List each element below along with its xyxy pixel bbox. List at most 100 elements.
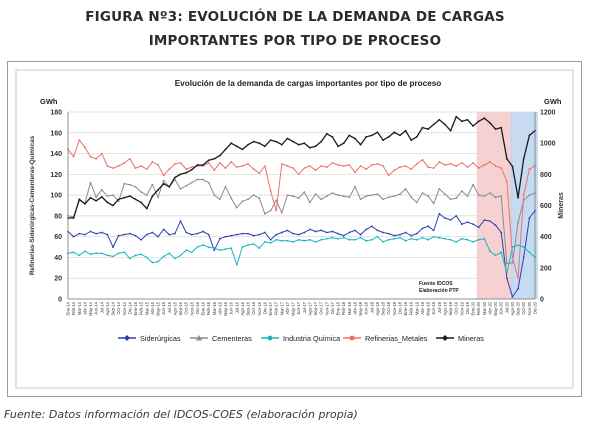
series-point-Industria Química-Mar-16	[213, 247, 216, 250]
series-point-Cementeras-Dic-15	[196, 178, 199, 181]
series-point-Cementeras-Jun-16	[230, 197, 233, 200]
series-point-Siderúrgicas-Jun-14	[95, 232, 97, 235]
series-point-Siderúrgicas-Abr-16	[219, 237, 221, 240]
y2-tick-label-1000: 1000	[540, 141, 556, 148]
series-point-Industria Química-Jul-20	[506, 272, 508, 274]
series-point-Cementeras-Ene-18	[337, 194, 339, 197]
x-tick-label-Dic-17: Dic-17	[330, 301, 335, 314]
series-point-Siderúrgicas-Dic-15	[196, 232, 199, 235]
series-point-Mineras-May-16	[224, 148, 227, 151]
series-point-Mineras-Feb-18	[342, 142, 345, 145]
series-point-Industria Química-Sep-15	[179, 254, 182, 257]
y-tick-label-0: 0	[58, 297, 62, 304]
series-point-Cementeras-Mar-19	[415, 201, 418, 204]
series-point-Refinerias_Metales-Nov-14	[123, 162, 126, 164]
series-point-Mineras-Ene-17	[269, 139, 272, 141]
x-tick-label-Mar-18: Mar-18	[347, 301, 352, 315]
series-point-Industria Química-Ago-14	[106, 254, 109, 257]
series-point-Cementeras-Feb-17	[275, 199, 278, 202]
series-point-Cementeras-Ene-16	[202, 178, 204, 181]
legend-label-Refinerias_Metales: Refinerias_Metales	[365, 334, 428, 343]
series-point-Refinerias_Metales-Dic-16	[264, 165, 266, 167]
series-point-Siderúrgicas-Oct-15	[185, 231, 188, 234]
series-point-Refinerias_Metales-Nov-19	[461, 162, 463, 164]
series-point-Refinerias_Metales-Jul-20	[506, 180, 508, 183]
series-point-Refinerias_Metales-Oct-14	[117, 165, 120, 167]
series-point-Mineras-Dic-16	[264, 145, 266, 148]
series-point-Industria Química-Ene-19	[404, 239, 407, 242]
series-point-Industria Química-Jun-14	[95, 252, 97, 255]
series-point-Mineras-Sep-18	[382, 139, 384, 141]
series-point-Mineras-Sep-15	[179, 173, 182, 176]
series-point-Industria Química-May-15	[157, 260, 159, 263]
series-point-Refinerias_Metales-Jul-18	[370, 164, 373, 166]
series-point-Refinerias_Metales-Ago-20	[511, 256, 514, 259]
series-point-Refinerias_Metales-Ago-15	[174, 163, 176, 165]
series-point-Mineras-Jul-15	[168, 185, 171, 188]
y-tick-label-40: 40	[54, 255, 62, 262]
x-tick-label-Dic-19: Dic-19	[465, 301, 470, 314]
series-point-Cementeras-Sep-20	[517, 221, 519, 224]
series-point-Mineras-Oct-17	[320, 140, 323, 143]
series-point-Industria Química-May-18	[359, 236, 362, 239]
series-point-Cementeras-Dic-18	[399, 193, 401, 196]
series-point-Mineras-Ene-19	[404, 129, 407, 132]
legend-marker-Siderúrgicas	[124, 335, 130, 341]
series-point-Mineras-Oct-15	[185, 171, 188, 174]
x-tick-label-Jun-18: Jun-18	[364, 301, 369, 314]
series-point-Industria Química-Dic-17	[331, 236, 334, 239]
series-point-Siderúrgicas-Sep-19	[449, 219, 452, 221]
series-point-Industria Química-Mar-18	[348, 238, 351, 241]
series-point-Industria Química-May-14	[89, 253, 92, 256]
series-point-Siderúrgicas-Mar-19	[415, 232, 418, 235]
y-tick-label-20: 20	[54, 276, 62, 283]
series-point-Industria Química-Abr-15	[151, 261, 154, 264]
series-point-Refinerias_Metales-Oct-18	[387, 174, 390, 177]
series-point-Industria Química-Jul-14	[100, 252, 103, 255]
series-point-Mineras-Sep-20	[517, 196, 519, 199]
x-tick-label-Abr-17: Abr-17	[285, 301, 290, 314]
series-point-Cementeras-Nov-18	[393, 195, 396, 198]
x-tick-label-Ene-16: Ene-16	[201, 301, 206, 315]
y-tick-label-80: 80	[54, 213, 62, 220]
series-point-Refinerias_Metales-Abr-15	[151, 161, 154, 163]
series-point-Siderúrgicas-Feb-15	[140, 238, 143, 241]
series-point-Industria Química-Feb-19	[410, 237, 413, 240]
x-tick-label-Ago-18: Ago-18	[375, 301, 380, 315]
series-point-Mineras-Nov-17	[325, 132, 328, 135]
series-point-Siderúrgicas-May-16	[224, 235, 227, 238]
series-point-Refinerias_Metales-Dic-18	[399, 166, 401, 168]
series-point-Refinerias_Metales-Nov-16	[258, 172, 261, 175]
series-point-Cementeras-Dic-17	[331, 192, 334, 194]
series-point-Refinerias_Metales-Mar-16	[213, 169, 216, 172]
x-tick-label-Jun-20: Jun-20	[499, 301, 504, 314]
series-point-Mineras-Abr-20	[489, 122, 491, 124]
x-tick-label-Jul-17: Jul-17	[302, 301, 307, 313]
series-point-Cementeras-May-15	[157, 196, 159, 199]
series-point-Cementeras-Jul-14	[100, 189, 103, 191]
series-point-Cementeras-Dic-19	[466, 195, 469, 198]
series-point-Cementeras-May-16	[224, 185, 227, 188]
series-point-Cementeras-Jun-18	[365, 195, 368, 198]
series-point-Cementeras-Mar-18	[348, 196, 351, 199]
series-point-Siderúrgicas-Sep-20	[517, 287, 519, 290]
series-point-Mineras-Oct-18	[387, 136, 390, 138]
series-point-Refinerias_Metales-May-19	[427, 166, 429, 168]
series-point-Mineras-Ago-18	[376, 131, 379, 134]
series-point-Mineras-Ago-20	[511, 165, 514, 168]
series-point-Refinerias_Metales-Jun-17	[297, 173, 300, 176]
series-point-Mineras-Nov-14	[123, 196, 126, 199]
series-point-Mineras-Jul-20	[506, 157, 508, 160]
series-point-Mineras-Jul-16	[235, 145, 238, 148]
series-point-Refinerias_Metales-Ago-16	[241, 165, 244, 167]
series-point-Cementeras-Dic-14	[129, 183, 131, 186]
x-tick-label-Abr-14: Abr-14	[82, 301, 87, 314]
series-point-Mineras-Ago-14	[106, 201, 109, 204]
x-tick-label-Jul-18: Jul-18	[369, 301, 374, 313]
series-point-Siderúrgicas-Mar-18	[348, 231, 351, 234]
series-point-Siderúrgicas-Jul-18	[370, 225, 373, 228]
series-point-Refinerias_Metales-Abr-16	[219, 162, 221, 164]
series-point-Mineras-Abr-18	[354, 137, 356, 140]
series-point-Industria Química-Oct-14	[117, 252, 120, 255]
series-point-Mineras-Nov-20	[528, 134, 531, 137]
